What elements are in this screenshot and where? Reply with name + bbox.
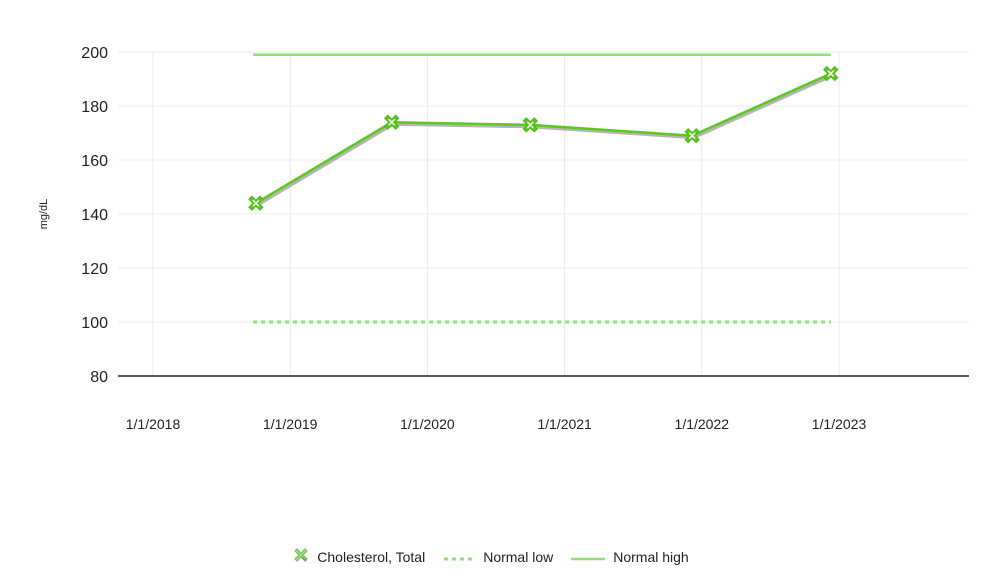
legend-item-cholesterol[interactable]: Cholesterol, Total xyxy=(293,547,425,566)
y-tick-label: 80 xyxy=(90,369,108,386)
x-tick-label: 1/1/2022 xyxy=(675,416,730,432)
x-tick-label: 1/1/2023 xyxy=(812,416,867,432)
x-axis: 1/1/2018 1/1/2019 1/1/2020 1/1/2021 1/1/2022… xyxy=(118,375,969,432)
solid-line-icon xyxy=(571,549,606,565)
legend-item-normal-high[interactable]: Normal high xyxy=(571,548,689,565)
data-point-marker[interactable] xyxy=(384,114,400,130)
y-axis: 80 100 120 140 160 180 200 xyxy=(81,45,108,386)
legend-item-normal-low[interactable]: Normal low xyxy=(443,549,553,565)
legend: Cholesterol, Total Normal low Normal hig… xyxy=(0,547,982,566)
legend-label: Cholesterol, Total xyxy=(317,548,426,565)
reference-lines xyxy=(253,53,831,324)
legend-label: Normal low xyxy=(483,548,554,565)
x-tick-label: 1/1/2018 xyxy=(126,416,181,432)
y-tick-label: 160 xyxy=(81,153,108,170)
y-axis-label: mg/dL xyxy=(38,199,50,230)
y-tick-label: 180 xyxy=(81,99,108,116)
data-point-marker[interactable] xyxy=(823,65,839,82)
x-tick-label: 1/1/2019 xyxy=(263,416,318,432)
data-series xyxy=(248,65,839,211)
cholesterol-line xyxy=(255,72,832,205)
x-tick-label: 1/1/2020 xyxy=(400,416,455,432)
y-tick-label: 100 xyxy=(81,315,108,332)
data-point-marker[interactable] xyxy=(522,117,539,133)
legend-label: Normal high xyxy=(613,548,689,565)
x-marker-icon xyxy=(293,547,309,566)
gridlines xyxy=(118,51,969,376)
data-point-marker[interactable] xyxy=(684,127,700,144)
dotted-line-icon xyxy=(443,549,476,565)
y-tick-label: 200 xyxy=(81,45,108,62)
data-point-marker[interactable] xyxy=(248,195,264,211)
y-tick-label: 140 xyxy=(81,207,108,224)
x-tick-label: 1/1/2021 xyxy=(537,416,592,432)
y-tick-label: 120 xyxy=(81,261,108,278)
